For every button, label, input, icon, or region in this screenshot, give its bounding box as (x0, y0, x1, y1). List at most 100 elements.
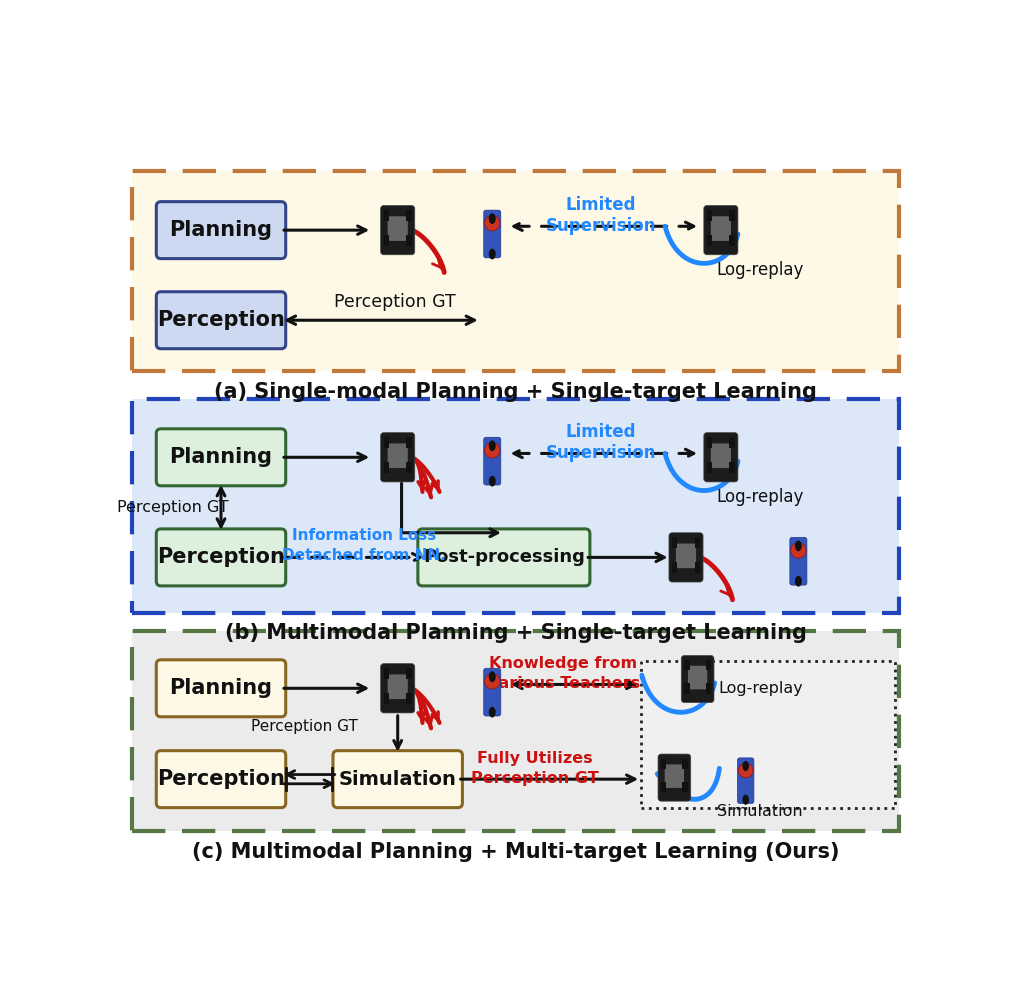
Ellipse shape (488, 476, 496, 487)
Text: Simulation: Simulation (717, 804, 803, 819)
Text: Simulation: Simulation (339, 770, 457, 789)
Bar (707, 462, 713, 473)
FancyBboxPatch shape (381, 433, 415, 482)
Text: Limited: Limited (565, 423, 636, 440)
Bar (707, 210, 713, 221)
Bar (384, 210, 389, 221)
Bar (707, 438, 713, 448)
FancyBboxPatch shape (483, 210, 501, 258)
Bar (682, 782, 688, 793)
FancyBboxPatch shape (157, 202, 286, 259)
Ellipse shape (795, 576, 802, 587)
FancyBboxPatch shape (381, 664, 415, 713)
FancyBboxPatch shape (381, 205, 415, 255)
Circle shape (791, 542, 806, 558)
FancyBboxPatch shape (688, 666, 708, 690)
FancyBboxPatch shape (703, 433, 738, 482)
Text: Perception: Perception (157, 547, 285, 567)
Bar (407, 210, 412, 221)
Bar (729, 462, 735, 473)
FancyBboxPatch shape (157, 529, 286, 586)
Bar (641, 660, 895, 808)
FancyBboxPatch shape (681, 655, 714, 702)
Bar (384, 668, 389, 679)
Bar (407, 438, 412, 448)
Bar (707, 234, 713, 245)
Text: Detached from NN.: Detached from NN. (283, 547, 446, 562)
Bar (729, 210, 735, 221)
Bar (132, 171, 899, 371)
Bar (407, 693, 412, 703)
FancyBboxPatch shape (711, 443, 731, 468)
Text: Planning: Planning (170, 220, 272, 240)
Text: Knowledge from: Knowledge from (489, 656, 638, 671)
Bar (729, 234, 735, 245)
Ellipse shape (488, 213, 496, 224)
Bar (132, 631, 899, 831)
Circle shape (484, 216, 500, 231)
Ellipse shape (488, 248, 496, 259)
Text: Supervision: Supervision (546, 443, 656, 462)
FancyBboxPatch shape (157, 660, 286, 717)
FancyBboxPatch shape (388, 443, 408, 468)
Bar (694, 538, 700, 548)
FancyBboxPatch shape (388, 216, 408, 241)
Text: Log-replay: Log-replay (716, 489, 803, 506)
Text: Various Teachers: Various Teachers (487, 676, 640, 692)
Bar (706, 660, 711, 670)
Bar (729, 438, 735, 448)
FancyBboxPatch shape (157, 429, 286, 486)
Circle shape (484, 674, 500, 689)
FancyBboxPatch shape (737, 758, 754, 803)
FancyBboxPatch shape (703, 205, 738, 255)
Bar (132, 398, 899, 613)
Bar (384, 462, 389, 473)
Text: Perception GT: Perception GT (471, 771, 599, 786)
Bar (662, 782, 667, 793)
Text: Limited: Limited (565, 196, 636, 214)
Bar (384, 693, 389, 703)
Ellipse shape (488, 706, 496, 717)
Bar (694, 562, 700, 573)
Text: Perception GT: Perception GT (117, 500, 228, 515)
Text: Perception GT: Perception GT (335, 292, 457, 311)
FancyBboxPatch shape (483, 668, 501, 716)
Text: Planning: Planning (170, 678, 272, 698)
Bar (672, 562, 678, 573)
Bar (706, 684, 711, 694)
Ellipse shape (488, 671, 496, 682)
Text: Perception: Perception (157, 310, 285, 331)
Ellipse shape (742, 795, 749, 804)
Text: Perception GT: Perception GT (251, 718, 358, 734)
Circle shape (484, 442, 500, 458)
Ellipse shape (742, 761, 749, 771)
Bar (672, 538, 678, 548)
Bar (682, 758, 688, 769)
FancyBboxPatch shape (157, 291, 286, 348)
Bar (662, 758, 667, 769)
FancyBboxPatch shape (669, 533, 703, 582)
Text: Planning: Planning (170, 447, 272, 467)
Bar (132, 398, 899, 613)
Text: Post-processing: Post-processing (423, 548, 585, 566)
Circle shape (738, 763, 753, 778)
Text: Log-replay: Log-replay (716, 261, 803, 280)
Bar (384, 234, 389, 245)
Text: (b) Multimodal Planning + Single-target Learning: (b) Multimodal Planning + Single-target … (224, 623, 807, 643)
FancyBboxPatch shape (333, 750, 463, 807)
Bar (684, 660, 689, 670)
FancyBboxPatch shape (676, 543, 696, 568)
Ellipse shape (488, 440, 496, 451)
Ellipse shape (795, 541, 802, 551)
FancyBboxPatch shape (665, 764, 684, 788)
FancyBboxPatch shape (711, 216, 731, 241)
FancyBboxPatch shape (388, 674, 408, 699)
FancyBboxPatch shape (483, 438, 501, 485)
FancyBboxPatch shape (790, 538, 807, 585)
Bar (407, 462, 412, 473)
Text: Fully Utilizes: Fully Utilizes (477, 750, 593, 766)
FancyBboxPatch shape (418, 529, 590, 586)
Text: Perception: Perception (157, 769, 285, 789)
Bar (132, 631, 899, 831)
FancyBboxPatch shape (157, 750, 286, 807)
